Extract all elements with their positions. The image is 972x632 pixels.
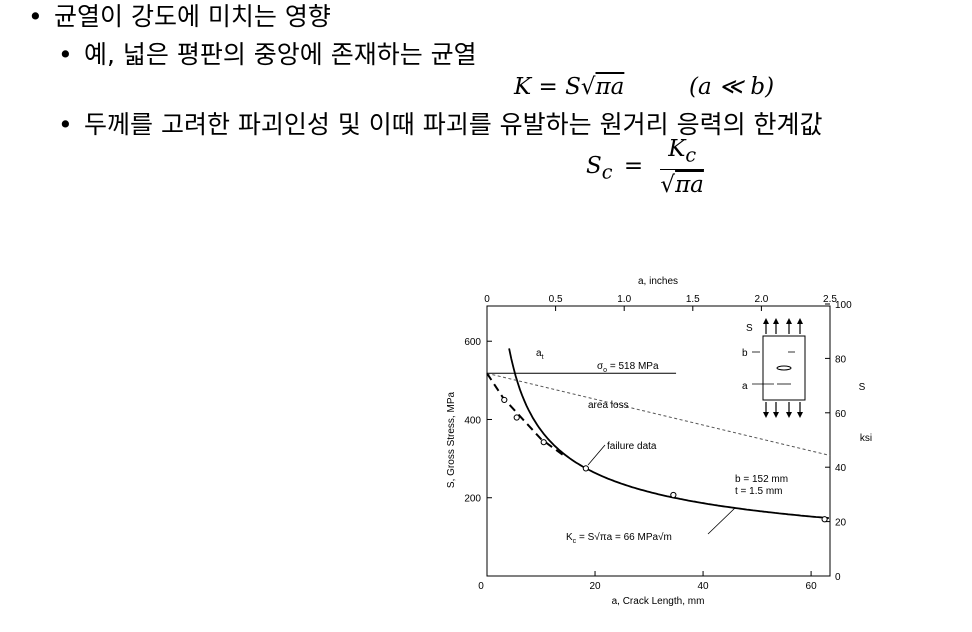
bullet-dot: •	[58, 110, 73, 139]
annotation-kc: Kc = S√πa = 66 MPa√m	[566, 531, 672, 545]
right-tick-label: 80	[835, 354, 847, 365]
bullet-3: • 두께를 고려한 파괴인성 및 이때 파괴를 유발하는 원거리 응력의 한계값	[58, 110, 823, 140]
sqrt-sign: √	[580, 74, 596, 100]
formula-1-lhs: K = S	[514, 74, 581, 100]
formula-2-radicand: πa	[675, 171, 704, 198]
formula-stress-intensity: K = S√πa (a ≪ b)	[514, 74, 774, 100]
top-tick-label: 1.5	[686, 294, 700, 305]
bullet-3-text: 두께를 고려한 파괴인성 및 이때 파괴를 유발하는 원거리 응력의 한계값	[84, 110, 823, 139]
failure-data-leader	[587, 444, 606, 466]
arrowhead-down	[773, 412, 779, 418]
annotation-at: at	[536, 348, 544, 361]
annotation-sigma: σo = 518 MPa	[597, 361, 659, 374]
top-tick-label: 2.0	[754, 294, 768, 305]
annotation-area-loss: area loss	[588, 400, 629, 411]
inset-arrows	[763, 318, 803, 418]
failure-data-point	[513, 414, 520, 421]
arrowhead-down	[786, 412, 792, 418]
left-tick-label: 600	[464, 337, 481, 348]
kc-curve	[508, 348, 829, 519]
bottom-tick-label: 20	[589, 581, 601, 592]
bullet-2-text: 예, 넓은 평판의 중앙에 존재하는 균열	[84, 40, 477, 69]
kc-sub: c	[685, 143, 697, 167]
failure-data-point	[540, 439, 547, 446]
formula-2-numerator: Kc	[660, 136, 704, 170]
top-tick-label: 0.5	[549, 294, 563, 305]
left-tick-label: 200	[464, 494, 481, 505]
inset-label-S: S	[746, 323, 753, 334]
arrowhead-down	[797, 412, 803, 418]
area-loss-line	[486, 372, 831, 456]
formula-2-sub: c	[601, 160, 613, 184]
annotation-t: t = 1.5 mm	[735, 486, 783, 497]
top-tick-label: 0	[484, 294, 490, 305]
failure-data-point	[582, 465, 589, 472]
plot-frame	[486, 305, 831, 577]
right-tick-label: 20	[835, 518, 847, 529]
failure-data-point	[821, 516, 828, 523]
formula-critical-stress: Sc = Kc √πa	[586, 136, 704, 198]
arrowhead-up	[763, 318, 769, 324]
axes-group: 0 20 40 600 0.5 1.0 1.5 2.0 2.520040060002040608…	[464, 294, 852, 592]
sqrt-sign: √	[660, 171, 676, 198]
top-tick-label: 1.0	[617, 294, 631, 305]
bottom-axis-label: a, Crack Length, mm	[612, 596, 705, 607]
top-axis-label: a, inches	[638, 276, 678, 287]
formula-2-lhs: S	[586, 152, 602, 179]
failure-data-point	[670, 491, 677, 499]
bottom-tick-label: 40	[698, 581, 710, 592]
bullet-1: • 균열이 강도에 미치는 영향	[28, 2, 331, 32]
bottom-tick-label: 60	[806, 581, 818, 592]
inset-label-b: b	[742, 348, 748, 359]
formula-2-denominator: √πa	[660, 170, 704, 198]
failure-data-point	[501, 396, 508, 404]
formula-2-fraction: Kc √πa	[660, 136, 704, 198]
bullet-dot: •	[58, 40, 73, 69]
formula-1-condition: (a ≪ b)	[688, 74, 775, 100]
right-tick-label: 100	[835, 300, 852, 311]
arrowhead-up	[797, 318, 803, 324]
left-axis-label: S, Gross Stress, MPa	[446, 391, 457, 488]
arrowhead-down	[763, 412, 769, 418]
actual-behavior-line	[486, 372, 564, 456]
marks-group	[486, 348, 831, 523]
top-tick-label: 2.5	[823, 294, 837, 305]
right-tick-label: 0	[835, 572, 841, 583]
bullet-dot: •	[28, 2, 43, 31]
formula-2-eq: =	[623, 152, 644, 179]
inset-crack	[776, 365, 792, 371]
bullet-2: • 예, 넓은 평판의 중앙에 존재하는 균열	[58, 40, 477, 70]
right-tick-label: 40	[835, 463, 847, 474]
right-axis-label-top: S	[859, 382, 866, 393]
arrowhead-up	[773, 318, 779, 324]
annotation-failure-data: failure data	[607, 441, 657, 452]
left-tick-label: 400	[464, 415, 481, 426]
bullet-1-text: 균열이 강도에 미치는 영향	[54, 2, 331, 31]
specimen-inset: S b a	[742, 318, 806, 418]
arrowhead-up	[786, 318, 792, 324]
inset-label-a: a	[742, 381, 748, 392]
kc-leader	[707, 507, 736, 535]
right-axis-label-bottom: ksi	[860, 433, 872, 444]
annotation-b: b = 152 mm	[735, 474, 788, 485]
kc-letter: K	[668, 136, 686, 162]
formula-1-radicand: πa	[595, 74, 625, 100]
bottom-tick-label: 0	[478, 581, 484, 592]
right-tick-label: 60	[835, 409, 847, 420]
